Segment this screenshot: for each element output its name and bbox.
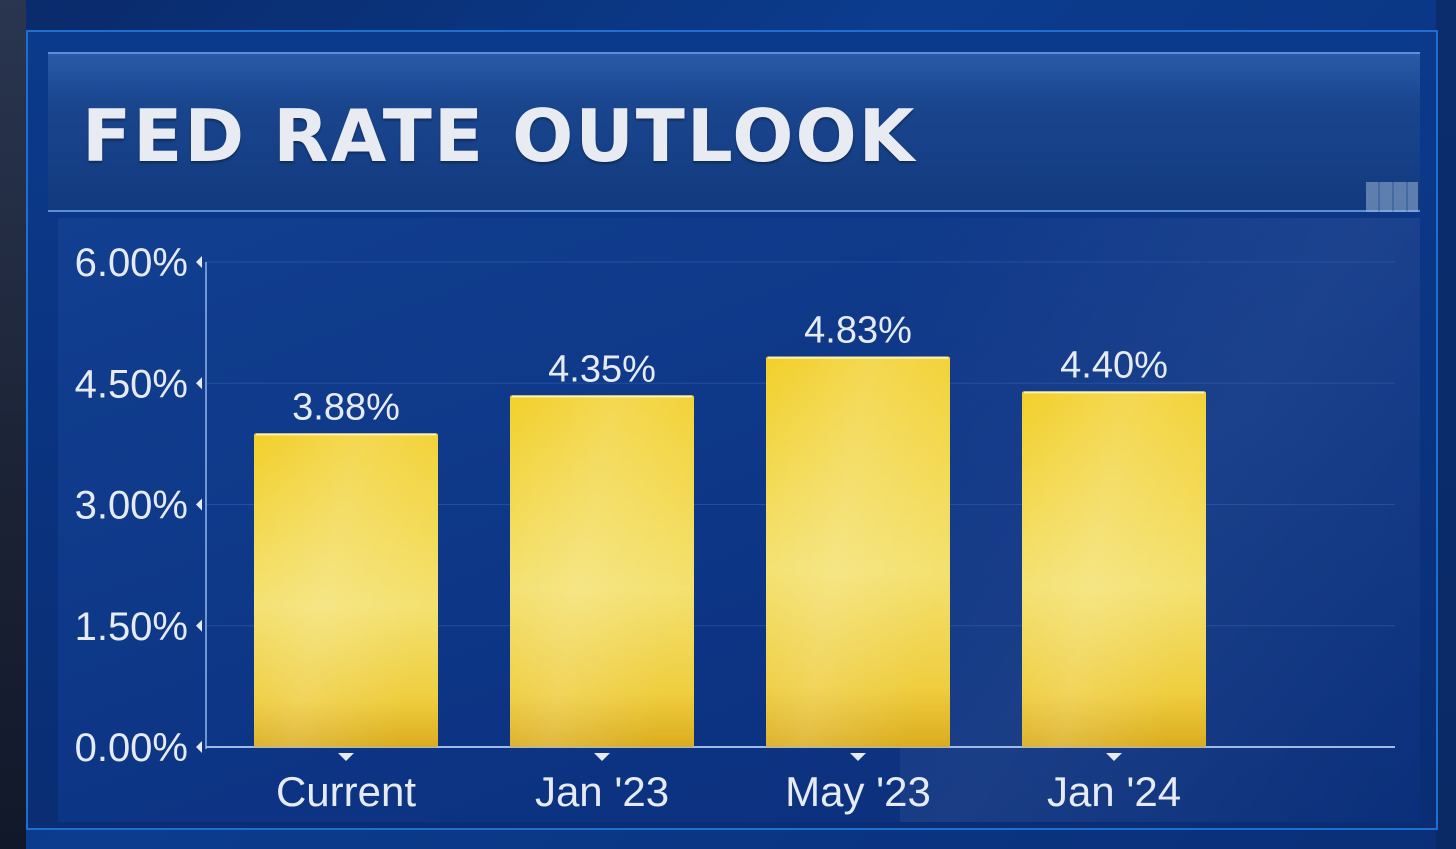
x-tick-label: Current [276,768,416,815]
background-edge-left [0,0,26,849]
x-tick-marker [1106,753,1122,761]
background-edge-right [1436,0,1456,849]
y-tick-marker [196,498,202,511]
x-tick-marker [594,753,610,761]
y-tick-marker [196,256,202,268]
y-tick-marker [196,741,202,753]
x-tick-label: Jan '23 [535,768,669,815]
y-tick-marker [196,377,202,390]
y-tick-label: 4.50% [75,362,188,406]
chart-title: FED RATE OUTLOOK [82,94,917,178]
y-tick-marker [196,619,202,632]
x-tick-marker [338,753,354,761]
bar-gloss [510,395,694,747]
data-label: 3.88% [292,386,400,428]
x-tick-label: May '23 [785,768,931,815]
data-label: 4.35% [548,348,656,390]
bar-gloss [254,433,438,747]
banner-corner-decoration [1366,182,1418,212]
y-tick-label: 3.00% [75,484,188,528]
x-tick-marker [850,753,866,761]
data-label: 4.83% [804,310,912,352]
y-tick-label: 1.50% [75,605,188,649]
bar-gloss [1022,391,1206,747]
bar-gloss [766,356,950,747]
y-tick-label: 0.00% [75,726,188,770]
title-banner [48,52,1420,212]
x-tick-label: Jan '24 [1047,768,1181,815]
y-tick-label: 6.00% [75,241,188,285]
data-label: 4.40% [1060,344,1168,386]
